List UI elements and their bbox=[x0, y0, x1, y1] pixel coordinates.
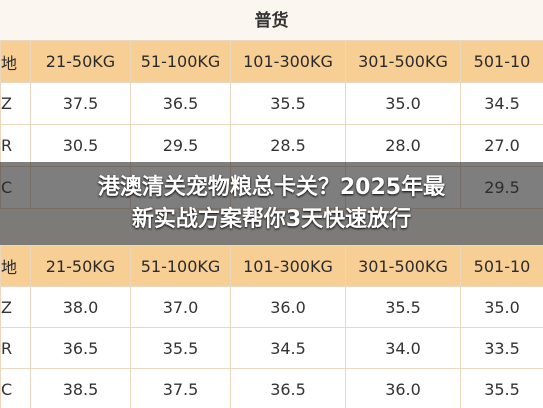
table-cell: 38.0 bbox=[30, 286, 131, 328]
table-cell: 36.0 bbox=[230, 286, 346, 328]
table-cell: C bbox=[0, 368, 31, 408]
table-cell: 34.5 bbox=[230, 327, 346, 369]
table-cell: 28.5 bbox=[230, 124, 346, 167]
table-cell: Z bbox=[0, 82, 31, 125]
table-cell: 35.0 bbox=[345, 82, 461, 125]
table-cell: 28.0 bbox=[345, 124, 461, 167]
table-cell: 33.5 bbox=[460, 327, 543, 369]
table-cell: R bbox=[0, 124, 31, 167]
overlay-banner: 港澳清关宠物粮总卡关？2025年最 新实战方案帮你3天快速放行 bbox=[0, 162, 543, 245]
table-cell: 37.5 bbox=[130, 368, 231, 408]
header-cell: 101-300KG bbox=[230, 245, 346, 287]
header-cell: 21-50KG bbox=[30, 40, 131, 83]
table-cell: 37.5 bbox=[30, 82, 131, 125]
table-cell: Z bbox=[0, 286, 31, 328]
table-cell: 38.5 bbox=[30, 368, 131, 408]
header-cell: 501-10 bbox=[460, 40, 543, 83]
overlay-line: 新实战方案帮你3天快速放行 bbox=[131, 206, 412, 232]
table-cell: 36.5 bbox=[230, 368, 346, 408]
table-cell: 37.0 bbox=[130, 286, 231, 328]
header-cell: 501-10 bbox=[460, 245, 543, 287]
table-cell: 30.5 bbox=[30, 124, 131, 167]
table-cell: 35.5 bbox=[460, 368, 543, 408]
header-cell: 101-300KG bbox=[230, 40, 346, 83]
table-cell: 34.0 bbox=[345, 327, 461, 369]
header-cell: 地 bbox=[0, 245, 31, 287]
table-cell: 35.5 bbox=[345, 286, 461, 328]
overlay-line: 港澳清关宠物粮总卡关？2025年最 bbox=[97, 174, 446, 200]
table-cell: 35.0 bbox=[460, 286, 543, 328]
table-cell: R bbox=[0, 327, 31, 369]
header-cell: 301-500KG bbox=[345, 245, 461, 287]
section-title: 普货 bbox=[254, 10, 289, 31]
header-cell: 301-500KG bbox=[345, 40, 461, 83]
header-cell: 51-100KG bbox=[130, 245, 231, 287]
table-cell: 29.5 bbox=[130, 124, 231, 167]
table-cell: 36.5 bbox=[130, 82, 231, 125]
header-cell: 地 bbox=[0, 40, 31, 83]
table-cell: 35.5 bbox=[230, 82, 346, 125]
header-cell: 51-100KG bbox=[130, 40, 231, 83]
table-cell: 34.5 bbox=[460, 82, 543, 125]
table-cell: 36.0 bbox=[345, 368, 461, 408]
table-cell: 35.5 bbox=[130, 327, 231, 369]
header-cell: 21-50KG bbox=[30, 245, 131, 287]
table-cell: 27.0 bbox=[460, 124, 543, 167]
table-cell: 36.5 bbox=[30, 327, 131, 369]
